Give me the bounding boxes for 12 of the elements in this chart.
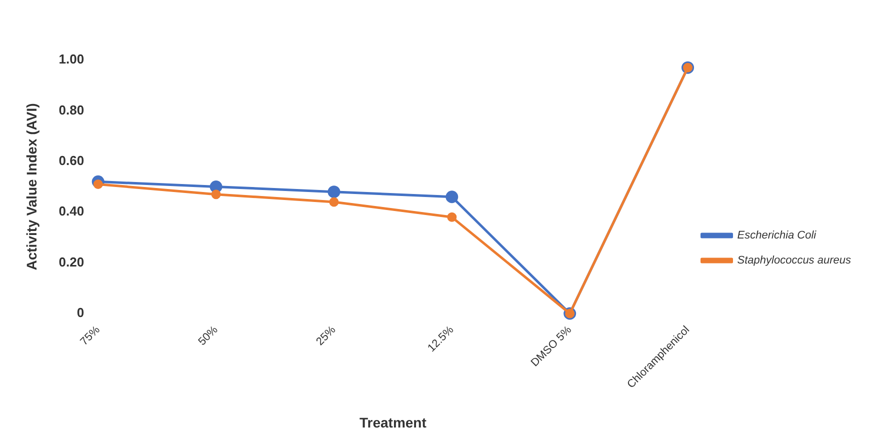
y-tick-label: 0.60 (58, 152, 84, 168)
y-tick-label: 0 (76, 305, 84, 320)
y-axis-title: Activity Value Index (AVI) (23, 103, 40, 270)
legend-label: Escherichia Coli (737, 230, 817, 242)
y-tick-label: 0.80 (58, 102, 84, 118)
legend-label: Staphylococcus aureus (737, 254, 852, 267)
x-tick-label: 75% (78, 324, 103, 348)
y-tick-label: 0.40 (58, 204, 84, 219)
x-axis-title: Treatment (359, 414, 427, 430)
y-tick-label: 0.20 (58, 254, 84, 270)
x-tick-label: 50% (196, 324, 220, 348)
y-tick-label: 1.00 (58, 52, 84, 67)
